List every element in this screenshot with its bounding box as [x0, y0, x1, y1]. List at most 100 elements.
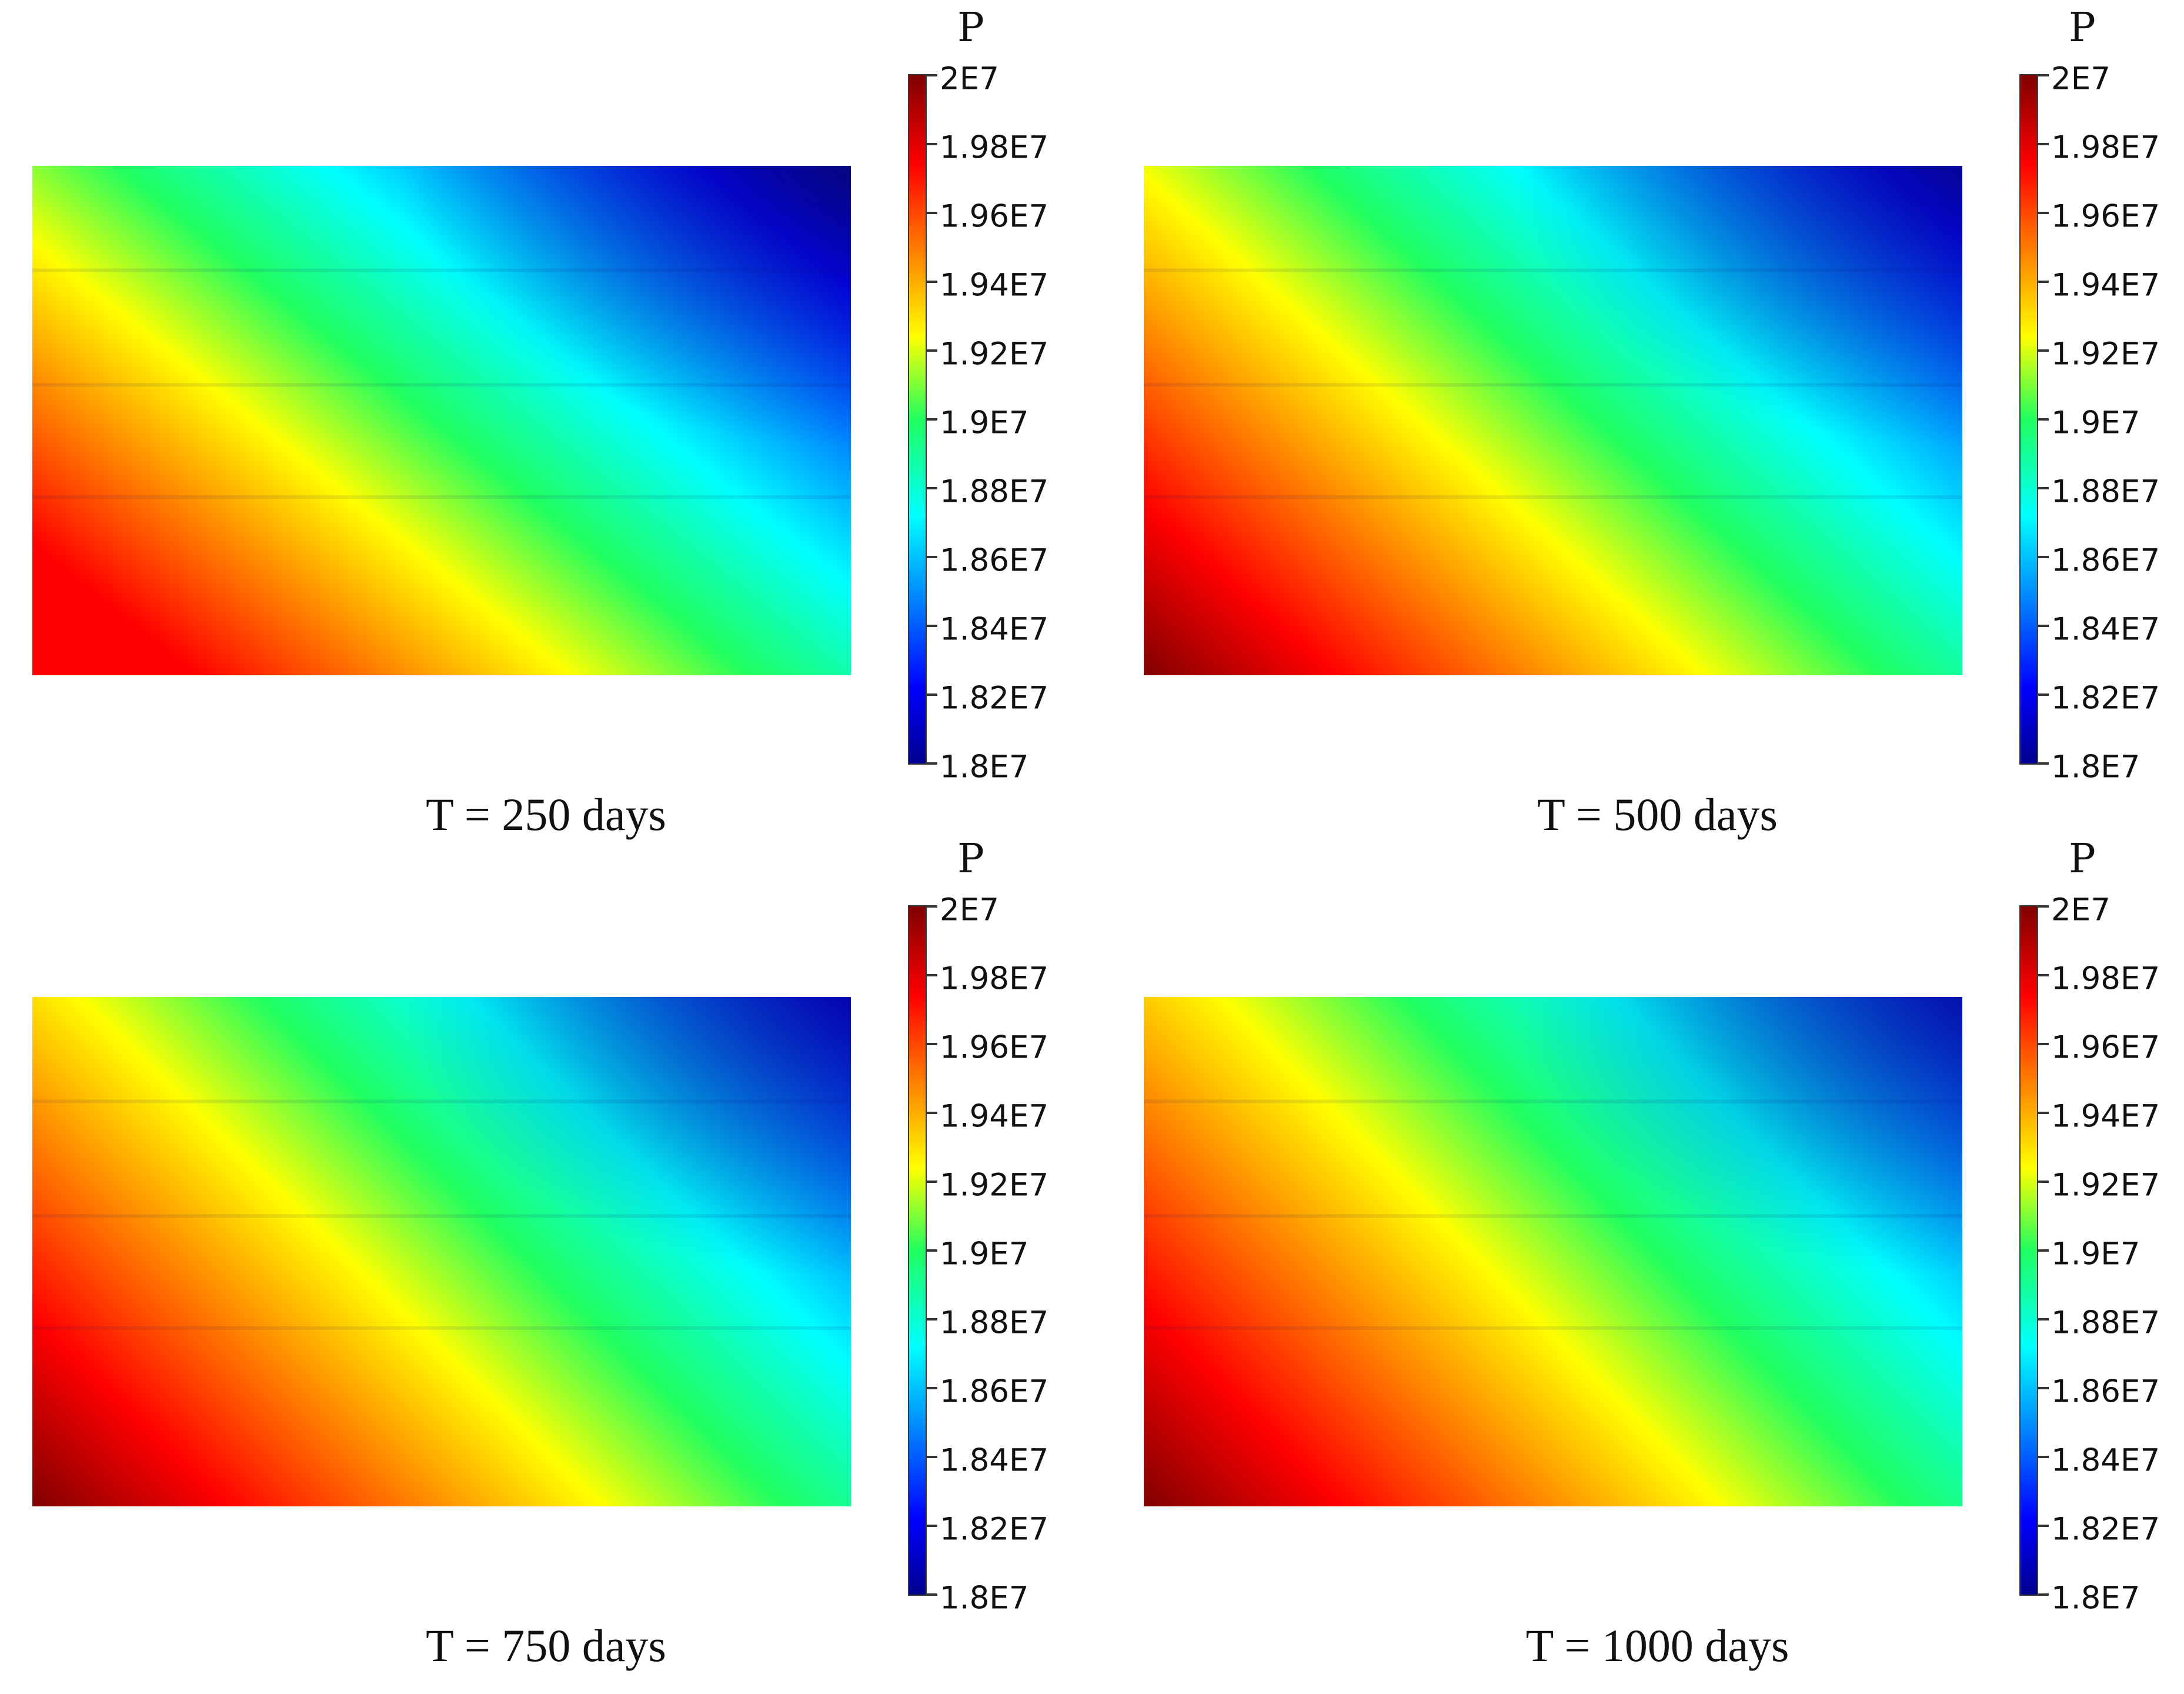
- layer-boundary-1: [1144, 1099, 1962, 1103]
- colorbar-tick: [2038, 212, 2049, 214]
- layer-boundary-3: [1144, 1326, 1962, 1330]
- pressure-field-svg: [32, 997, 851, 1506]
- colorbar-tick: [927, 143, 937, 145]
- colorbar-tick-label: 1.82E7: [2051, 1511, 2160, 1548]
- colorbar-tick: [2038, 1456, 2049, 1458]
- colorbar-tick: [927, 762, 937, 765]
- colorbar-tick: [927, 487, 937, 489]
- low-pressure-shade: [1144, 166, 1962, 675]
- layer-boundary-1: [32, 1099, 851, 1103]
- colorbar-tick-label: 1.96E7: [940, 198, 1049, 235]
- colorbar-tick: [927, 1181, 937, 1183]
- time-caption: T = 500 days: [1537, 789, 1778, 840]
- colorbar-tick: [2038, 1593, 2049, 1596]
- colorbar-tick-label: 1.94E7: [2051, 267, 2160, 304]
- colorbar-tick: [2038, 1112, 2049, 1114]
- colorbar-tick-label: 1.92E7: [940, 336, 1049, 372]
- layer-boundary-2: [1144, 383, 1962, 387]
- colorbar-tick-label: 1.84E7: [940, 1442, 1049, 1479]
- colorbar-tick-label: 1.9E7: [940, 405, 1029, 441]
- colorbar-tick: [927, 1456, 937, 1458]
- colorbar-tick: [927, 905, 937, 908]
- colorbar-tick: [2038, 1181, 2049, 1183]
- colorbar-tick: [927, 281, 937, 283]
- layer-boundary-1: [1144, 268, 1962, 272]
- colorbar-title: P: [957, 836, 984, 882]
- colorbar-tick: [927, 625, 937, 627]
- colorbar-tick-label: 1.8E7: [2051, 1580, 2140, 1616]
- colorbar-tick: [2038, 74, 2049, 76]
- colorbar-tick-label: 1.9E7: [940, 1236, 1029, 1272]
- colorbar-tick-label: 1.96E7: [940, 1029, 1049, 1066]
- colorbar-tick-label: 1.86E7: [940, 1373, 1049, 1410]
- colorbar-tick-label: 1.84E7: [940, 611, 1049, 648]
- colorbar-tick: [927, 418, 937, 421]
- colorbar-tick: [927, 1593, 937, 1596]
- colorbar-tick: [927, 1387, 937, 1389]
- colorbar-tick: [927, 556, 937, 558]
- low-pressure-shade: [1144, 997, 1962, 1506]
- colorbar-tick-label: 1.92E7: [2051, 336, 2160, 372]
- pressure-heatmap: [1144, 997, 1962, 1506]
- colorbar-tick-label: 2E7: [940, 892, 999, 928]
- colorbar-tick: [2038, 1387, 2049, 1389]
- pressure-panel: P 2E7 1.98E7 1.96E7 1.94E7 1.92E7 1.9E7 1.88E7 1…: [1111, 831, 2184, 1671]
- colorbar-title: P: [957, 5, 984, 51]
- time-caption: T = 750 days: [426, 1620, 666, 1671]
- colorbar-tick-label: 1.9E7: [2051, 1236, 2140, 1272]
- colorbar-tick: [2038, 1249, 2049, 1252]
- colorbar-tick-label: 1.84E7: [2051, 611, 2160, 648]
- colorbar-tick: [927, 349, 937, 352]
- colorbar-tick-label: 1.88E7: [940, 473, 1049, 510]
- pressure-panel: P 2E7 1.98E7 1.96E7 1.94E7 1.92E7 1.9E7 1.88E7 1…: [1111, 0, 2184, 840]
- colorbar-tick-label: 1.88E7: [2051, 1305, 2160, 1341]
- pressure-heatmap: [32, 166, 851, 675]
- pressure-heatmap: [32, 997, 851, 1506]
- colorbar-tick: [927, 1318, 937, 1320]
- colorbar-tick-label: 1.94E7: [2051, 1098, 2160, 1135]
- colorbar-tick: [927, 1249, 937, 1252]
- pressure-heatmap: [1144, 166, 1962, 675]
- colorbar-tick-label: 1.98E7: [2051, 129, 2160, 166]
- colorbar-tick-label: 1.96E7: [2051, 198, 2160, 235]
- colorbar-tick-label: 1.94E7: [940, 1098, 1049, 1135]
- colorbar-tick: [2038, 1318, 2049, 1320]
- colorbar-tick: [927, 212, 937, 214]
- layer-boundary-3: [32, 495, 851, 499]
- time-caption: T = 250 days: [426, 789, 666, 840]
- colorbar-tick-label: 1.88E7: [940, 1305, 1049, 1341]
- low-pressure-shade: [32, 997, 851, 1506]
- colorbar-tick-label: 1.98E7: [940, 129, 1049, 166]
- pressure-field-svg: [1144, 997, 1962, 1506]
- colorbar-tick-label: 2E7: [940, 61, 999, 97]
- layer-boundary-2: [32, 383, 851, 387]
- colorbar-tick-label: 1.92E7: [940, 1167, 1049, 1203]
- colorbar-tick-label: 1.84E7: [2051, 1442, 2160, 1479]
- layer-boundary-3: [1144, 495, 1962, 499]
- colorbar-tick-label: 2E7: [2051, 61, 2110, 97]
- colorbar-tick-label: 1.98E7: [2051, 961, 2160, 997]
- colorbar-tick: [2038, 556, 2049, 558]
- colorbar-tick-label: 1.98E7: [940, 961, 1049, 997]
- colorbar-tick-label: 2E7: [2051, 892, 2110, 928]
- colorbar-tick-label: 1.8E7: [940, 1580, 1029, 1616]
- colorbar-title: P: [2069, 836, 2096, 882]
- colorbar-tick: [927, 693, 937, 696]
- colorbar-tick-label: 1.82E7: [940, 1511, 1049, 1548]
- colorbar-tick-label: 1.96E7: [2051, 1029, 2160, 1066]
- colorbar-tick: [2038, 974, 2049, 976]
- colorbar-tick: [2038, 762, 2049, 765]
- colorbar-tick: [927, 1525, 937, 1527]
- colorbar-tick: [2038, 487, 2049, 489]
- colorbar-tick: [2038, 281, 2049, 283]
- colorbar-tick-label: 1.94E7: [940, 267, 1049, 304]
- pressure-panel: P 2E7 1.98E7 1.96E7 1.94E7 1.92E7 1.9E7 1.88E7 1…: [0, 831, 1092, 1671]
- colorbar-tick-label: 1.82E7: [940, 680, 1049, 716]
- colorbar: [2019, 905, 2038, 1596]
- colorbar-tick: [2038, 143, 2049, 145]
- layer-boundary-3: [32, 1326, 851, 1330]
- colorbar: [908, 905, 927, 1596]
- colorbar-title: P: [2069, 5, 2096, 51]
- colorbar-tick: [2038, 1525, 2049, 1527]
- colorbar: [2019, 74, 2038, 765]
